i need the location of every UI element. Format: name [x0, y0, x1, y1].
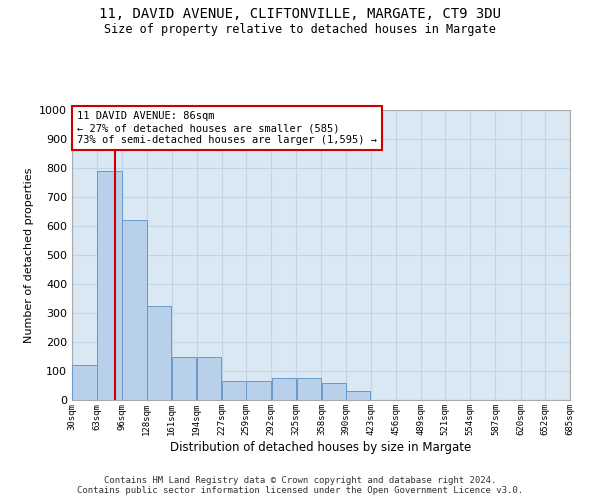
- Bar: [222, 381, 247, 400]
- Bar: [97, 171, 122, 400]
- Bar: [73, 365, 97, 400]
- Bar: [197, 356, 221, 400]
- Text: 11 DAVID AVENUE: 86sqm
← 27% of detached houses are smaller (585)
73% of semi-de: 11 DAVID AVENUE: 86sqm ← 27% of detached…: [77, 112, 377, 144]
- Text: Size of property relative to detached houses in Margate: Size of property relative to detached ho…: [104, 22, 496, 36]
- Y-axis label: Number of detached properties: Number of detached properties: [23, 168, 34, 342]
- Text: Contains HM Land Registry data © Crown copyright and database right 2024.
Contai: Contains HM Land Registry data © Crown c…: [77, 476, 523, 495]
- Bar: [296, 378, 321, 400]
- X-axis label: Distribution of detached houses by size in Margate: Distribution of detached houses by size …: [170, 440, 472, 454]
- Bar: [346, 392, 370, 400]
- Bar: [147, 306, 171, 400]
- Bar: [172, 356, 196, 400]
- Bar: [322, 382, 346, 400]
- Bar: [272, 378, 296, 400]
- Bar: [122, 220, 147, 400]
- Bar: [247, 381, 271, 400]
- Text: 11, DAVID AVENUE, CLIFTONVILLE, MARGATE, CT9 3DU: 11, DAVID AVENUE, CLIFTONVILLE, MARGATE,…: [99, 8, 501, 22]
